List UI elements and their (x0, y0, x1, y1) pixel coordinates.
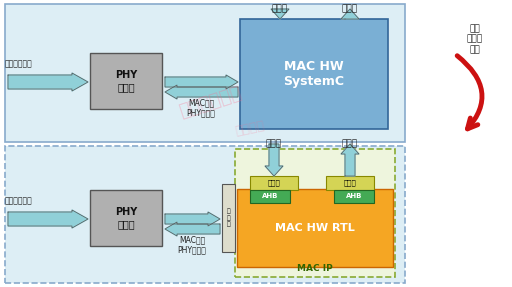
Text: 适配器: 适配器 (268, 180, 281, 186)
Bar (250, 190, 290, 203)
Text: 电子工程专辑: 电子工程专辑 (177, 84, 243, 121)
Text: 从信道: 从信道 (272, 4, 288, 13)
Bar (222, 184, 235, 252)
Polygon shape (271, 9, 289, 19)
Polygon shape (8, 73, 88, 91)
Polygon shape (8, 210, 88, 228)
Text: MAC IP: MAC IP (297, 264, 333, 273)
Polygon shape (165, 222, 220, 236)
Polygon shape (341, 9, 359, 19)
Bar (326, 176, 374, 190)
Text: 插入
系统级
平台: 插入 系统级 平台 (467, 24, 483, 54)
Text: 反
馈
器: 反 馈 器 (227, 209, 230, 227)
Bar (5, 146, 405, 283)
Text: 主信道: 主信道 (342, 4, 358, 13)
Text: 版权所有: 版权所有 (234, 119, 266, 138)
Bar (250, 176, 298, 190)
Text: PHY
仿真器: PHY 仿真器 (115, 70, 137, 92)
Bar (240, 19, 388, 129)
Text: 测试向量注入: 测试向量注入 (5, 59, 33, 68)
Text: MAC层与
PHY层接口: MAC层与 PHY层接口 (186, 98, 216, 117)
Text: AHB: AHB (346, 193, 362, 199)
Bar (235, 149, 395, 277)
Bar (90, 190, 162, 246)
Bar (334, 190, 374, 203)
Text: 从信道: 从信道 (266, 139, 282, 148)
Text: 主信道: 主信道 (342, 139, 358, 148)
Text: PHY
仿真器: PHY 仿真器 (115, 207, 137, 229)
Text: 适配器: 适配器 (344, 180, 356, 186)
Bar (90, 53, 162, 109)
Polygon shape (165, 75, 238, 89)
Bar (237, 189, 393, 267)
Polygon shape (165, 85, 238, 99)
Text: MAC HW
SystemC: MAC HW SystemC (284, 60, 345, 88)
Text: 测试向量注入: 测试向量注入 (5, 196, 33, 205)
Text: MAC层与
PHY层接口: MAC层与 PHY层接口 (178, 235, 206, 254)
Polygon shape (265, 144, 283, 176)
Text: AHB: AHB (262, 193, 278, 199)
Polygon shape (165, 212, 220, 226)
Polygon shape (341, 144, 359, 176)
Text: MAC HW RTL: MAC HW RTL (275, 223, 355, 233)
Bar (5, 4, 405, 142)
